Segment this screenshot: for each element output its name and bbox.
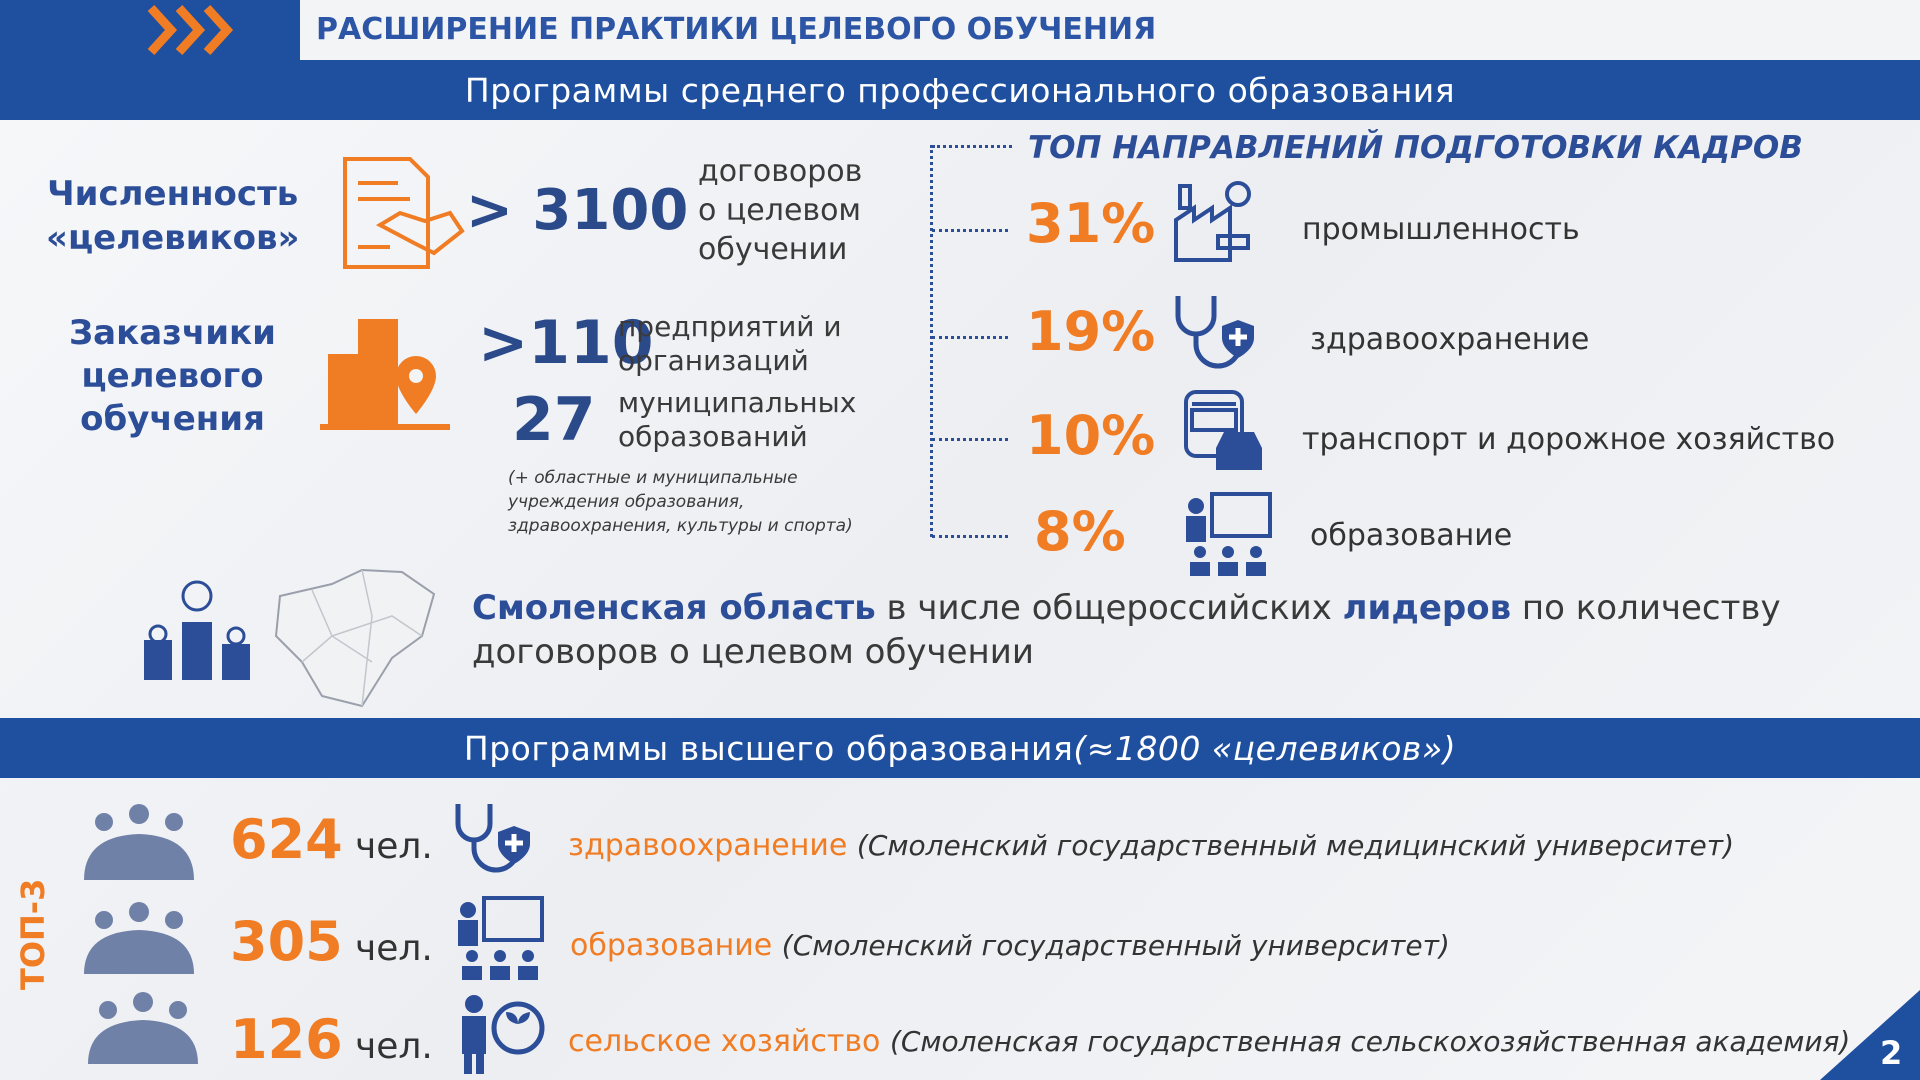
vo-title: Программы высшего образования (463, 728, 1074, 768)
text-line: о целевом (698, 193, 862, 228)
unit: чел. (355, 1026, 433, 1067)
transport-icon (1184, 390, 1262, 470)
count: 126 (230, 1008, 343, 1071)
header-bar (300, 0, 1920, 60)
field-name: здравоохранение (568, 828, 848, 863)
podium-icon (144, 580, 250, 680)
note-line: (+ областные и муниципальные (508, 468, 798, 488)
unit: чел. (355, 928, 433, 969)
vo-row: 126 чел. сельское хозяйство (Смоленская … (230, 1008, 1850, 1071)
leader-text-part: по количеству договоров о целевом обучен… (472, 588, 1781, 672)
field-name: сельское хозяйство (568, 1024, 881, 1059)
bracket-line (930, 145, 933, 537)
bracket-tick (932, 438, 1008, 441)
top3-badge: ТОП-3 (14, 878, 52, 990)
text-line: обучении (698, 232, 848, 267)
map-icon (274, 568, 436, 708)
page-corner (1820, 990, 1920, 1080)
text-line: образований (618, 420, 808, 453)
targeted-text: договоров о целевом обучении (698, 152, 862, 269)
direction-label: образование (1310, 518, 1513, 553)
header-title: РАСШИРЕНИЕ ПРАКТИКИ ЦЕЛЕВОГО ОБУЧЕНИЯ (316, 12, 1157, 47)
leader-highlight: Смоленская область (472, 588, 876, 628)
direction-label: транспорт и дорожное хозяйство (1302, 422, 1836, 457)
percent: 10% (1026, 404, 1156, 467)
factory-icon (1174, 181, 1251, 262)
label-line: Численность (47, 174, 299, 214)
text-line: организаций (618, 344, 809, 377)
health-icon (1175, 296, 1254, 369)
agro-icon (462, 995, 545, 1074)
note-line: здравоохранения, культуры и спорта) (508, 516, 853, 536)
contract-icon (343, 157, 465, 269)
building-icon (320, 319, 450, 430)
customers-note: (+ областные и муниципальные учреждения … (508, 466, 853, 538)
spo-band: Программы среднего профессионального обр… (0, 60, 1920, 120)
count: 624 (230, 808, 343, 871)
people-icon (88, 992, 198, 1064)
vo-title-note: (≈1800 «целевиков») (1073, 728, 1457, 768)
municipal-text: муниципальных образований (618, 386, 856, 454)
percent: 31% (1026, 192, 1156, 255)
direction-label: здравоохранение (1310, 322, 1590, 357)
spo-title: Программы среднего профессионального обр… (464, 70, 1456, 110)
percent: 8% (1034, 500, 1126, 563)
count: 305 (230, 910, 343, 973)
text-line: предприятий и (618, 310, 842, 343)
chevrons-icon (147, 4, 234, 56)
label-line: «целевиков» (46, 218, 300, 258)
field: образование (Смоленский государственный … (570, 928, 1450, 963)
top-title: ТОП НАПРАВЛЕНИЙ ПОДГОТОВКИ КАДРОВ (1028, 130, 1803, 166)
direction-label: промышленность (1302, 212, 1580, 247)
people-icon (84, 804, 194, 880)
bracket-tick (932, 145, 1012, 148)
unit: чел. (355, 826, 433, 867)
institution: (Смоленский государственный медицинский … (856, 829, 1735, 862)
targeted-value: > 3100 (466, 178, 689, 243)
note-line: учреждения образования, (508, 492, 745, 512)
bracket-tick (932, 535, 1008, 538)
bracket-tick (932, 336, 1008, 339)
municipal-value: 27 (512, 385, 596, 455)
vo-row: 305 чел. образование (Смоленский государ… (230, 910, 1450, 973)
bracket-tick (932, 229, 1008, 232)
institution: (Смоленская государственная сельскохозяй… (889, 1025, 1851, 1058)
people-icon (84, 902, 194, 974)
customers-text: предприятий и организаций (618, 310, 842, 378)
label-line: обучения (80, 399, 265, 439)
label-line: Заказчики (69, 313, 276, 353)
vo-row: 624 чел. здравоохранение (Смоленский гос… (230, 808, 1734, 871)
text-line: муниципальных (618, 386, 857, 419)
teacher-icon (458, 896, 544, 980)
leader-text-part: в числе общероссийских (886, 588, 1332, 628)
vo-band: Программы высшего образования (≈1800 «це… (0, 718, 1920, 778)
field-name: образование (570, 928, 773, 963)
leader-text: Смоленская область в числе общероссийски… (472, 586, 1872, 674)
health-icon (455, 804, 530, 873)
targeted-label: Численность «целевиков» (46, 172, 299, 260)
institution: (Смоленский государственный университет) (781, 929, 1450, 962)
customers-value: >110 (478, 308, 654, 378)
leader-highlight: лидеров (1342, 588, 1512, 628)
customers-label: Заказчики целевого обучения (60, 312, 285, 441)
percent: 19% (1026, 300, 1156, 363)
label-line: целевого (81, 356, 264, 396)
page-number: 2 (1880, 1034, 1903, 1072)
field: сельское хозяйство (Смоленская государст… (568, 1024, 1850, 1059)
teacher-icon (1186, 492, 1272, 576)
field: здравоохранение (Смоленский государствен… (568, 828, 1734, 863)
text-line: договоров (698, 154, 863, 189)
